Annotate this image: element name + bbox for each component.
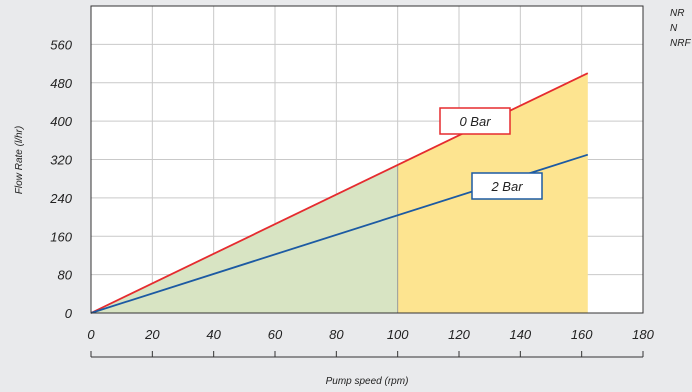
series-labels: 0 Bar 2 Bar: [439, 107, 543, 200]
y-tick-label: 160: [50, 229, 72, 244]
y-tick-label: 480: [50, 76, 72, 91]
y-tick-label: 320: [50, 153, 72, 168]
side-label: NRF: [670, 38, 691, 49]
side-label: NR: [670, 8, 684, 19]
x-tick-label: 160: [571, 327, 593, 342]
secondary-x-axis: [90, 351, 644, 358]
side-labels: NR N NRF: [670, 8, 691, 49]
x-tick-label: 180: [632, 327, 654, 342]
plot-frame: [90, 5, 644, 314]
y-tick-label: 80: [58, 268, 73, 283]
series-label: 0 Bar: [439, 107, 511, 135]
y-tick-label: 240: [49, 191, 72, 206]
x-tick-label: 100: [387, 327, 409, 342]
x-tick-label: 120: [448, 327, 470, 342]
y-tick-labels: 0 80 160 240 320 400 480 560: [49, 37, 72, 321]
x-tick-labels: 0 20 40 60 80 100 120 140 160 180: [87, 327, 654, 342]
series-label-box: [439, 107, 511, 135]
y-tick-label: 560: [50, 37, 72, 52]
x-tick-label: 60: [268, 327, 283, 342]
x-axis-title: Pump speed (rpm): [326, 376, 409, 387]
series-label-text: 2 Bar: [490, 179, 523, 194]
x-tick-label: 80: [329, 327, 344, 342]
x-tick-label: 140: [509, 327, 531, 342]
y-tick-label: 0: [65, 306, 73, 321]
series-label: 2 Bar: [471, 172, 543, 200]
x-tick-label: 40: [206, 327, 221, 342]
side-label: N: [670, 23, 678, 34]
series-label-text: 0 Bar: [459, 114, 491, 129]
series-label-box: [471, 172, 543, 200]
x-tick-label: 20: [144, 327, 160, 342]
y-axis-title: Flow Rate (l/hr): [14, 126, 25, 194]
y-tick-label: 400: [50, 114, 72, 129]
x-tick-label: 0: [87, 327, 95, 342]
